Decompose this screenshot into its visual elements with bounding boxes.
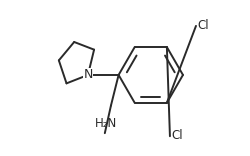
Text: N: N	[83, 68, 92, 81]
Text: H₂N: H₂N	[94, 117, 116, 130]
Text: Cl: Cl	[197, 19, 208, 32]
Text: Cl: Cl	[171, 129, 182, 142]
